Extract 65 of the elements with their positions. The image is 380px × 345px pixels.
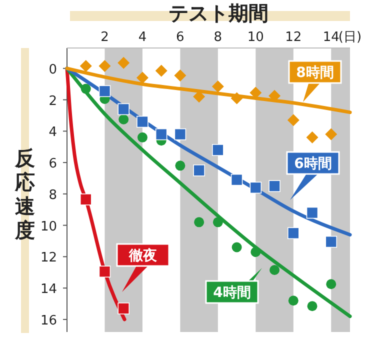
x-tick-label: 6 [176, 30, 184, 45]
point [155, 64, 168, 77]
point [326, 279, 336, 290]
point [98, 266, 111, 278]
point [250, 182, 262, 194]
x-tick-label: 12 [285, 30, 302, 45]
line-series [65, 66, 352, 318]
point [118, 302, 130, 314]
point [212, 144, 224, 156]
point [136, 116, 148, 128]
y-tick-label: 6 [48, 156, 57, 172]
point [230, 174, 243, 186]
y-tick-label: 14 [40, 282, 57, 298]
line-series [65, 66, 352, 236]
point [118, 114, 129, 124]
y-tick-label: 4 [48, 125, 57, 140]
point [118, 56, 130, 69]
point [174, 128, 186, 140]
point [287, 114, 300, 126]
point [250, 246, 261, 257]
point [270, 265, 280, 276]
x-tick-label: 8 [214, 30, 222, 45]
point [193, 164, 205, 176]
x-tick-label: 14 [322, 30, 340, 45]
line-series [65, 66, 126, 322]
y-tick-label: 10 [40, 219, 57, 234]
x-tick-label: 2 [100, 30, 109, 45]
point [174, 69, 186, 82]
point [98, 60, 111, 72]
text: 4時間 [213, 285, 251, 301]
point [325, 128, 338, 140]
point [212, 217, 223, 228]
point [136, 72, 148, 84]
text: (日) [338, 30, 362, 45]
text: 6時間 [294, 156, 332, 172]
y-tick-label: 8 [48, 188, 57, 203]
point [230, 92, 243, 104]
point [80, 194, 92, 206]
point [307, 301, 318, 312]
point [232, 242, 242, 252]
x-tick-label: 4 [138, 30, 147, 45]
point [306, 206, 318, 219]
y-tick-label: 2 [48, 94, 57, 109]
point [212, 80, 224, 92]
point [175, 160, 186, 171]
x-axis-title: テスト期間 [168, 1, 268, 25]
point [155, 128, 168, 140]
y-tick-label: 0 [48, 62, 57, 78]
y-axis-title: 反応速度 [14, 146, 35, 242]
x-tick-label: 10 [247, 30, 264, 45]
point [98, 85, 111, 98]
y-tick-label: 12 [40, 250, 57, 266]
y-tick-label: 16 [40, 313, 57, 328]
point [268, 180, 280, 192]
series-label: 徹夜 [128, 247, 158, 264]
point [288, 227, 300, 240]
point [325, 236, 338, 248]
point [118, 103, 130, 116]
point [80, 60, 92, 72]
point [80, 84, 91, 94]
point [306, 131, 318, 144]
point [288, 296, 298, 306]
point [137, 132, 148, 142]
point [194, 217, 204, 228]
series-label: 8時間 [296, 65, 334, 81]
